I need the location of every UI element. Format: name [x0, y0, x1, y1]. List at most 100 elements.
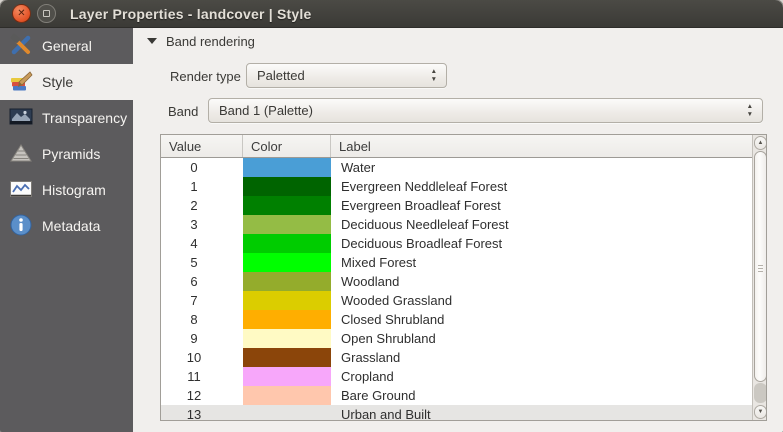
spinner-arrows-icon: ▲ ▼: [430, 68, 437, 83]
tools-icon: [9, 33, 33, 60]
color-swatch: [243, 291, 331, 310]
column-header-value[interactable]: Value: [161, 135, 243, 157]
color-swatch: [243, 234, 331, 253]
scrollbar-track[interactable]: [754, 383, 766, 403]
label-cell: Water: [341, 160, 376, 175]
collapse-triangle-icon[interactable]: [147, 38, 157, 44]
table-row[interactable]: 6 Woodland: [161, 272, 752, 291]
palette-table: Value Color Label 0 Water 1 Evergreen Ne…: [160, 134, 767, 421]
color-swatch: [243, 348, 331, 367]
spinner-arrows-icon: ▲ ▼: [746, 103, 753, 118]
value-cell: 13: [186, 407, 202, 420]
color-swatch: [243, 272, 331, 291]
color-swatch: [243, 177, 331, 196]
color-swatch: [243, 253, 331, 272]
table-scrollbar[interactable]: ▲ ▼: [752, 135, 766, 420]
sidebar-item-histogram[interactable]: Histogram: [0, 172, 133, 208]
label-cell: Bare Ground: [341, 388, 416, 403]
pyramid-icon: [9, 141, 33, 168]
table-row[interactable]: 11 Cropland: [161, 367, 752, 386]
info-icon: [9, 213, 33, 240]
scroll-up-icon[interactable]: ▲: [754, 136, 766, 150]
raster-image-icon: [9, 105, 33, 132]
sidebar-item-pyramids[interactable]: Pyramids: [0, 136, 133, 172]
render-type-value: Paletted: [257, 68, 305, 83]
window-title: Layer Properties - landcover | Style: [70, 5, 312, 22]
value-cell: 11: [187, 369, 201, 384]
label-cell: Grassland: [341, 350, 401, 365]
color-swatch: [243, 196, 331, 215]
table-header: Value Color Label: [161, 135, 752, 158]
label-cell: Deciduous Broadleaf Forest: [341, 236, 503, 251]
value-cell: 12: [186, 388, 202, 403]
color-swatch: [243, 310, 331, 329]
value-cell: 8: [190, 312, 198, 327]
table-row[interactable]: 13 Urban and Built: [161, 405, 752, 420]
label-cell: Evergreen Neddleleaf Forest: [341, 179, 508, 194]
render-type-combobox[interactable]: Paletted ▲ ▼: [246, 63, 447, 88]
sidebar-item-metadata[interactable]: Metadata: [0, 208, 133, 244]
band-rendering-section-title: Band rendering: [166, 34, 255, 49]
table-row[interactable]: 3 Deciduous Needleleaf Forest: [161, 215, 752, 234]
table-row[interactable]: 9 Open Shrubland: [161, 329, 752, 348]
value-cell: 2: [190, 198, 198, 213]
value-cell: 10: [186, 350, 202, 365]
table-row[interactable]: 12 Bare Ground: [161, 386, 752, 405]
table-row[interactable]: 1 Evergreen Neddleleaf Forest: [161, 177, 752, 196]
label-cell: Urban and Built: [341, 407, 431, 420]
sidebar-item-style[interactable]: Style: [0, 64, 133, 100]
table-row[interactable]: 8 Closed Shrubland: [161, 310, 752, 329]
color-swatch: [243, 158, 331, 177]
value-cell: 9: [190, 331, 198, 346]
band-label: Band: [168, 104, 199, 119]
label-cell: Cropland: [341, 369, 394, 384]
sidebar-item-label: Style: [42, 74, 74, 90]
table-row[interactable]: 10 Grassland: [161, 348, 752, 367]
color-swatch: [243, 386, 331, 405]
close-button[interactable]: ✕: [12, 4, 31, 23]
label-cell: Wooded Grassland: [341, 293, 453, 308]
value-cell: 3: [190, 217, 198, 232]
scrollbar-grip-icon: [758, 263, 763, 274]
maximize-icon: [43, 10, 50, 17]
column-header-color[interactable]: Color: [243, 135, 331, 157]
label-cell: Woodland: [341, 274, 400, 289]
value-cell: 0: [190, 160, 198, 175]
value-cell: 4: [190, 236, 198, 251]
table-row[interactable]: 5 Mixed Forest: [161, 253, 752, 272]
value-cell: 6: [190, 274, 198, 289]
band-combobox[interactable]: Band 1 (Palette) ▲ ▼: [208, 98, 763, 123]
sidebar-item-transparency[interactable]: Transparency: [0, 100, 133, 136]
label-cell: Mixed Forest: [341, 255, 417, 270]
table-row[interactable]: 7 Wooded Grassland: [161, 291, 752, 310]
render-type-label: Render type: [170, 69, 241, 84]
color-swatch: [243, 329, 331, 348]
scrollbar-thumb[interactable]: [754, 151, 766, 382]
close-icon: ✕: [17, 8, 26, 19]
sidebar-item-label: Transparency: [42, 110, 128, 126]
maximize-button[interactable]: [37, 4, 56, 23]
color-swatch: [243, 367, 331, 386]
table-row[interactable]: 2 Evergreen Broadleaf Forest: [161, 196, 752, 215]
table-body: 0 Water 1 Evergreen Neddleleaf Forest 2 …: [161, 158, 752, 420]
table-row[interactable]: 0 Water: [161, 158, 752, 177]
title-bar[interactable]: ✕ Layer Properties - landcover | Style: [0, 0, 783, 28]
label-cell: Deciduous Needleleaf Forest: [341, 217, 509, 232]
table-row[interactable]: 4 Deciduous Broadleaf Forest: [161, 234, 752, 253]
band-value: Band 1 (Palette): [219, 103, 313, 118]
sidebar-item-label: Histogram: [42, 182, 106, 198]
sidebar-item-label: Metadata: [42, 218, 101, 234]
sidebar-item-label: General: [42, 38, 92, 54]
label-cell: Closed Shrubland: [341, 312, 445, 327]
label-cell: Open Shrubland: [341, 331, 436, 346]
scroll-down-icon[interactable]: ▼: [754, 405, 766, 419]
paintbrush-icon: [9, 69, 33, 96]
color-swatch: [243, 215, 331, 234]
sidebar-item-general[interactable]: General: [0, 28, 133, 64]
histogram-icon: [9, 177, 33, 204]
sidebar-item-label: Pyramids: [42, 146, 101, 162]
color-swatch: [243, 405, 331, 420]
value-cell: 5: [190, 255, 198, 270]
column-header-label[interactable]: Label: [339, 138, 371, 154]
